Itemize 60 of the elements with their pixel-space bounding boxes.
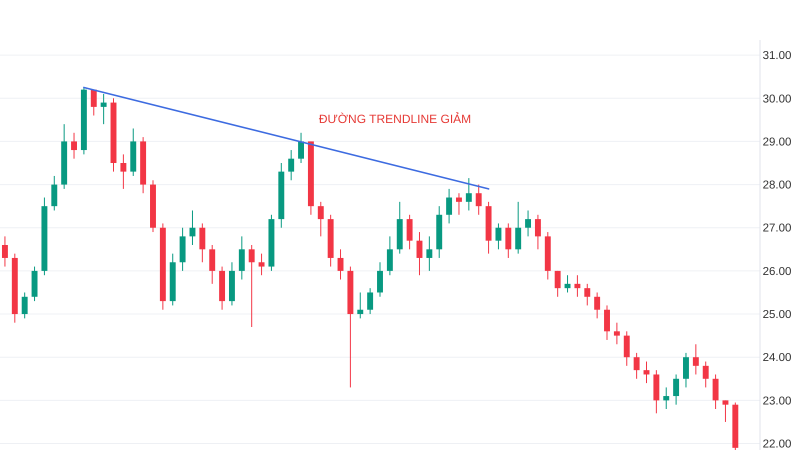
y-tick-label: 23.00 bbox=[762, 395, 792, 408]
candlestick bbox=[416, 232, 422, 276]
y-tick-label: 29.00 bbox=[762, 136, 792, 148]
candlestick bbox=[426, 236, 432, 272]
candlestick bbox=[51, 175, 58, 211]
candlestick bbox=[357, 292, 364, 319]
candlestick bbox=[2, 236, 8, 268]
candlestick bbox=[604, 304, 610, 340]
y-tick-label: 27.00 bbox=[762, 222, 792, 235]
y-tick-label: 25.00 bbox=[762, 309, 792, 322]
candlestick bbox=[190, 210, 196, 246]
candlestick bbox=[446, 188, 452, 224]
candlestick bbox=[584, 283, 590, 306]
y-tick-label: 22.00 bbox=[762, 438, 792, 450]
candlestick bbox=[594, 292, 600, 319]
candlestick bbox=[386, 236, 393, 276]
y-tick-label: 28.00 bbox=[762, 180, 792, 192]
candlestick bbox=[377, 262, 383, 298]
candlestick bbox=[515, 201, 522, 254]
candlestick bbox=[634, 352, 640, 380]
candlestick bbox=[22, 292, 28, 319]
candlestick bbox=[614, 322, 620, 345]
y-tick-label: 24.00 bbox=[762, 352, 792, 364]
candlestick bbox=[702, 361, 709, 388]
candlestick bbox=[525, 210, 532, 237]
candlestick bbox=[338, 248, 344, 280]
candlestick bbox=[624, 330, 630, 366]
y-tick-label: 30.00 bbox=[762, 93, 792, 106]
candlestick bbox=[71, 132, 77, 160]
y-tick-label: 26.00 bbox=[762, 266, 792, 278]
candlestick bbox=[476, 184, 482, 216]
candlestick bbox=[564, 274, 570, 293]
candlestick bbox=[466, 178, 472, 211]
candlestick bbox=[534, 214, 541, 250]
candlestick bbox=[298, 132, 304, 164]
candlestick bbox=[248, 244, 255, 328]
candlestick bbox=[199, 222, 206, 263]
candlestick bbox=[209, 244, 216, 284]
candlestick bbox=[663, 386, 670, 410]
candlestick bbox=[683, 352, 689, 388]
candlestick bbox=[258, 253, 265, 276]
candlestick bbox=[367, 288, 374, 315]
candlestick bbox=[495, 222, 502, 250]
candlestick bbox=[554, 270, 561, 298]
y-tick-label: 31.00 bbox=[762, 50, 792, 62]
candlestick bbox=[456, 192, 462, 216]
candlestick bbox=[100, 93, 107, 125]
candlestick bbox=[574, 274, 580, 298]
candlestick bbox=[673, 374, 680, 406]
candlestick bbox=[644, 361, 650, 384]
candlestick bbox=[238, 236, 245, 280]
candlestick bbox=[120, 154, 126, 190]
candlestick bbox=[505, 222, 512, 258]
candlestick bbox=[318, 201, 324, 237]
candlestick bbox=[406, 214, 413, 250]
candlestick bbox=[712, 374, 719, 410]
candlestick bbox=[692, 344, 699, 375]
candlestick bbox=[288, 150, 294, 181]
annotation: ĐƯỜNG TRENDLINE GIẢM bbox=[318, 112, 472, 126]
candlestick bbox=[722, 400, 728, 422]
